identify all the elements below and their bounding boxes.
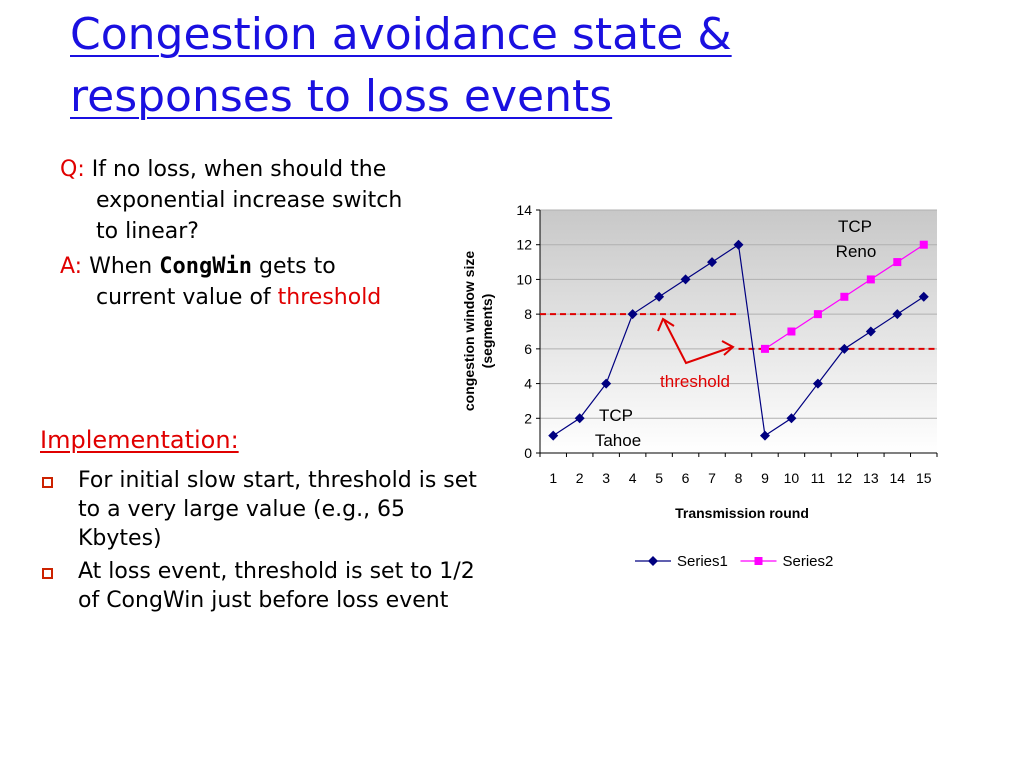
- series-series2: [760, 240, 928, 353]
- data-point: [654, 291, 665, 302]
- tcp-reno-line-1: TCP: [838, 217, 872, 236]
- data-point: [813, 310, 822, 319]
- threshold-lines: [540, 313, 937, 350]
- bullet-item: For initial slow start, threshold is set…: [40, 466, 490, 553]
- x-tick-label: 7: [708, 470, 716, 486]
- implementation-heading: Implementation:: [40, 426, 239, 454]
- annotations: threshold TCP Reno TCP Tahoe: [595, 217, 876, 450]
- question-item: Q: If no loss, when should the exponenti…: [60, 154, 420, 247]
- data-point: [680, 274, 691, 285]
- answer-item: A: When CongWin gets to current value of…: [60, 251, 420, 313]
- legend-label: Series1: [677, 553, 728, 570]
- x-tick-label: 15: [916, 470, 932, 486]
- title-line-1: Congestion avoidance state &: [70, 9, 732, 60]
- data-point: [754, 557, 763, 565]
- answer-highlight: threshold: [277, 285, 382, 310]
- data-point: [892, 309, 903, 320]
- bullet-text: At loss event, threshold is set to 1/2 o…: [78, 559, 475, 613]
- x-tick-label: 6: [682, 470, 690, 486]
- data-point: [840, 292, 849, 301]
- x-tick-label: 9: [761, 470, 769, 486]
- tcp-reno-line-2: Reno: [836, 242, 877, 261]
- data-point: [760, 344, 769, 353]
- data-point: [787, 327, 796, 336]
- threshold-arrow-icon: [663, 319, 733, 365]
- y-axis-label-line-1: congestion window size: [461, 251, 477, 411]
- x-tick-label: 11: [811, 470, 826, 486]
- legend-label: Series2: [783, 553, 834, 570]
- data-point: [893, 258, 902, 267]
- question-label: Q:: [60, 157, 85, 182]
- checkbox-bullet-icon: [42, 568, 53, 579]
- data-point: [786, 413, 797, 424]
- data-point: [548, 430, 559, 441]
- legend-item: Series1: [635, 553, 728, 570]
- data-point: [759, 430, 770, 441]
- x-tick-label: 8: [735, 470, 743, 486]
- data-point: [839, 343, 850, 354]
- x-axis-label: Transmission round: [675, 505, 809, 521]
- y-tick-label: 4: [524, 376, 532, 392]
- x-tick-label: 10: [784, 470, 800, 486]
- data-point: [648, 556, 658, 566]
- tcp-tahoe-line-2: Tahoe: [595, 431, 641, 450]
- checkbox-bullet-icon: [42, 477, 53, 488]
- y-axis: 0 2 4 6 8 10 12 14: [516, 202, 541, 461]
- data-point: [918, 291, 929, 302]
- x-tick-label: 12: [837, 470, 853, 486]
- series-group: [548, 239, 929, 441]
- data-point: [866, 275, 875, 284]
- data-point: [601, 378, 612, 389]
- series-series1: [548, 239, 929, 441]
- legend-item: Series2: [740, 553, 834, 570]
- data-point: [707, 257, 718, 268]
- y-tick-label: 8: [524, 306, 532, 322]
- data-point: [812, 378, 823, 389]
- y-tick-label: 0: [524, 445, 532, 461]
- y-axis-label-line-2: (segments): [479, 294, 495, 369]
- arrowhead-upper-icon: [657, 317, 675, 332]
- slide-title: Congestion avoidance state & responses t…: [70, 4, 970, 128]
- x-axis: 1 2 3 4 5 6 7 8 9 10 11 12 13 14 15: [539, 452, 938, 486]
- legend: Series1 Series2: [635, 553, 833, 570]
- answer-text-after: gets to current value of: [96, 254, 336, 310]
- x-tick-label: 1: [549, 470, 557, 486]
- question-answer-block: Q: If no loss, when should the exponenti…: [60, 154, 420, 317]
- answer-text-before: When: [89, 254, 153, 279]
- y-tick-label: 10: [516, 271, 532, 287]
- x-tick-label: 13: [863, 470, 879, 486]
- question-text: If no loss, when should the exponential …: [91, 157, 403, 244]
- x-tick-label: 5: [655, 470, 663, 486]
- x-tick-label: 4: [629, 470, 637, 486]
- implementation-list: For initial slow start, threshold is set…: [40, 466, 490, 619]
- bullet-text: For initial slow start, threshold is set…: [78, 468, 477, 551]
- data-point: [865, 326, 876, 337]
- tcp-tahoe-line-1: TCP: [599, 406, 633, 425]
- data-point: [627, 309, 638, 320]
- x-tick-label: 2: [576, 470, 584, 486]
- answer-code: CongWin: [159, 254, 252, 279]
- arrowhead-right-icon: [721, 340, 735, 356]
- bullet-item: At loss event, threshold is set to 1/2 o…: [40, 557, 490, 615]
- threshold-label: threshold: [660, 372, 730, 391]
- y-tick-label: 14: [516, 202, 532, 218]
- y-tick-label: 6: [524, 341, 532, 357]
- answer-label: A:: [60, 254, 83, 279]
- title-line-2: responses to loss events: [70, 71, 613, 122]
- y-tick-label: 12: [516, 237, 532, 253]
- data-point: [733, 239, 744, 250]
- data-point: [574, 413, 585, 424]
- x-tick-label: 14: [890, 470, 906, 486]
- data-point: [919, 240, 928, 249]
- y-tick-label: 2: [524, 410, 532, 426]
- x-tick-label: 3: [602, 470, 610, 486]
